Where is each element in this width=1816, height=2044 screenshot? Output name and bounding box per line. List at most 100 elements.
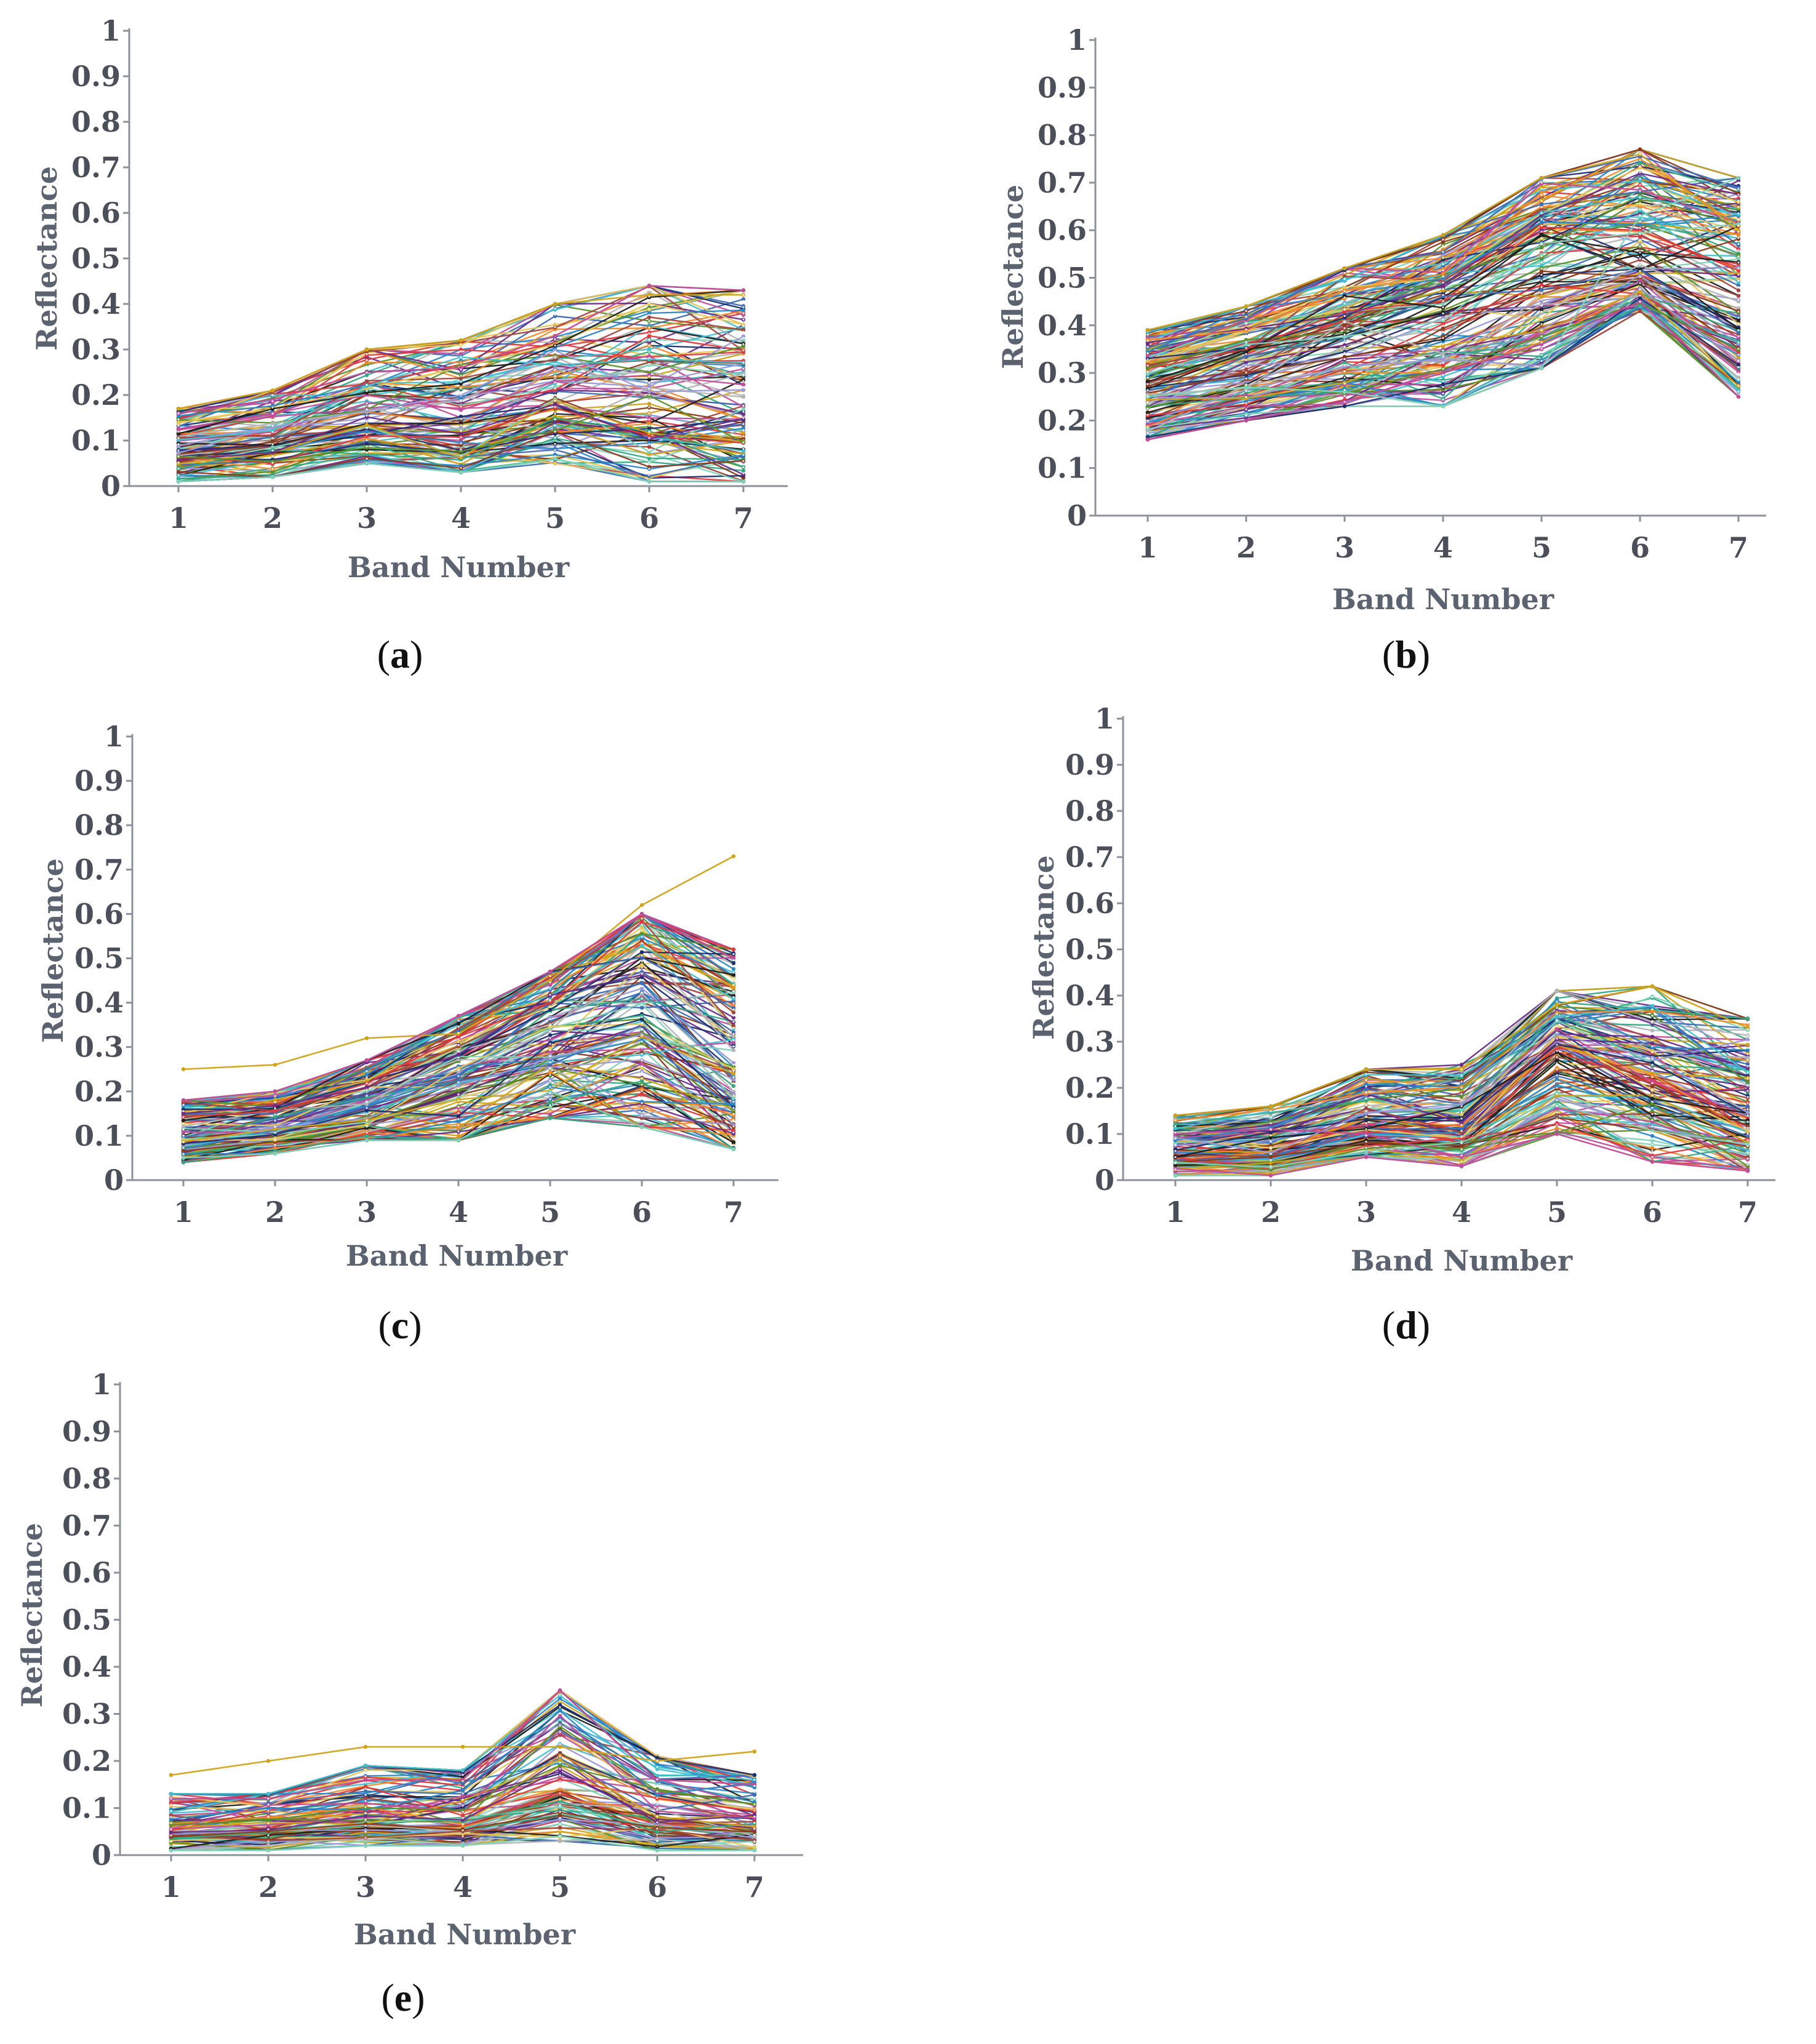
data-point bbox=[647, 456, 652, 461]
data-point bbox=[1244, 367, 1249, 372]
data-point bbox=[1736, 191, 1741, 196]
data-point bbox=[1539, 220, 1544, 224]
data-point bbox=[1736, 265, 1741, 270]
data-point bbox=[1268, 1104, 1273, 1109]
data-point bbox=[1441, 288, 1446, 293]
data-point bbox=[1539, 276, 1544, 281]
data-point bbox=[741, 334, 746, 338]
y-tick-label: 0.2 bbox=[71, 378, 121, 412]
y-axis-title: Reflectance bbox=[36, 858, 70, 1043]
data-point bbox=[553, 363, 558, 367]
data-point bbox=[270, 414, 275, 419]
y-tick-label: 0.3 bbox=[74, 1031, 124, 1064]
data-point bbox=[458, 376, 463, 380]
data-point bbox=[647, 474, 652, 479]
x-tick-label: 6 bbox=[639, 501, 659, 535]
y-tick-label: 0.4 bbox=[71, 287, 121, 321]
data-point bbox=[553, 322, 558, 327]
data-point bbox=[647, 330, 652, 335]
data-point bbox=[364, 461, 369, 466]
data-point bbox=[458, 408, 463, 412]
data-point bbox=[1364, 1106, 1369, 1111]
y-tick-label: 0.3 bbox=[71, 333, 121, 366]
data-point bbox=[1539, 298, 1544, 303]
data-point bbox=[1638, 267, 1642, 272]
data-point bbox=[548, 1112, 553, 1116]
data-point bbox=[1342, 322, 1347, 327]
y-tick-label: 0.5 bbox=[1038, 261, 1087, 295]
x-tick-label: 4 bbox=[1452, 1196, 1471, 1229]
data-point bbox=[176, 420, 181, 425]
data-point bbox=[1736, 185, 1741, 190]
data-point bbox=[1638, 279, 1642, 283]
data-point bbox=[1342, 309, 1347, 314]
data-point bbox=[1441, 322, 1446, 326]
data-point bbox=[741, 382, 746, 387]
y-tick-label: 0.9 bbox=[1065, 748, 1114, 781]
data-point bbox=[731, 967, 736, 971]
data-point bbox=[639, 1079, 644, 1084]
data-point bbox=[1554, 1132, 1559, 1136]
y-tick-label: 0.7 bbox=[1065, 840, 1114, 874]
data-point bbox=[1244, 354, 1249, 359]
data-point bbox=[1244, 316, 1249, 321]
data-point bbox=[741, 454, 746, 458]
data-point bbox=[273, 1104, 278, 1108]
data-point bbox=[364, 1036, 369, 1040]
data-point bbox=[1342, 266, 1347, 271]
data-point bbox=[1145, 410, 1150, 415]
data-point bbox=[741, 412, 746, 416]
data-point bbox=[1638, 303, 1642, 308]
data-point bbox=[1145, 437, 1150, 442]
data-point bbox=[1745, 1042, 1750, 1047]
data-point bbox=[1539, 354, 1544, 359]
data-point bbox=[731, 1084, 736, 1088]
data-point bbox=[176, 469, 181, 474]
data-point bbox=[1441, 404, 1446, 409]
data-point bbox=[1736, 388, 1741, 393]
data-point bbox=[1244, 360, 1249, 364]
data-point bbox=[1638, 178, 1642, 183]
data-point bbox=[270, 450, 275, 455]
data-point bbox=[548, 1033, 553, 1037]
data-point bbox=[639, 1125, 644, 1129]
data-point bbox=[1342, 370, 1347, 375]
data-point bbox=[1638, 161, 1642, 165]
y-tick-label: 0.9 bbox=[74, 764, 124, 797]
data-point bbox=[741, 472, 746, 477]
data-point bbox=[1342, 360, 1347, 365]
data-point bbox=[1736, 280, 1741, 285]
data-point bbox=[647, 385, 652, 389]
data-point bbox=[1650, 1159, 1655, 1164]
panel-caption: (c) bbox=[378, 1303, 422, 1347]
data-point bbox=[731, 960, 736, 965]
data-point bbox=[1539, 225, 1544, 230]
data-point bbox=[741, 468, 746, 473]
data-point bbox=[1638, 198, 1642, 203]
data-point bbox=[181, 1130, 186, 1135]
data-point bbox=[364, 415, 369, 419]
y-tick-label: 0.1 bbox=[74, 1119, 124, 1152]
y-tick-label: 0.4 bbox=[1038, 309, 1087, 342]
data-point bbox=[364, 378, 369, 383]
y-tick-label: 0 bbox=[101, 469, 121, 503]
data-point bbox=[548, 969, 553, 974]
x-tick-label: 4 bbox=[449, 1196, 468, 1229]
data-point bbox=[647, 290, 652, 294]
data-point bbox=[1244, 312, 1249, 317]
data-point bbox=[458, 393, 463, 397]
data-point bbox=[1736, 370, 1741, 374]
data-point bbox=[553, 385, 558, 389]
data-point bbox=[456, 1014, 461, 1018]
y-tick-label: 0.1 bbox=[71, 424, 121, 457]
data-point bbox=[731, 1096, 736, 1100]
data-point bbox=[1736, 257, 1741, 261]
data-point bbox=[176, 479, 181, 484]
data-point bbox=[1244, 347, 1249, 352]
data-point bbox=[1650, 1028, 1655, 1033]
y-axis-title: Reflectance bbox=[996, 185, 1030, 369]
data-point bbox=[741, 322, 746, 327]
panel-caption: (d) bbox=[1382, 1303, 1430, 1347]
data-point bbox=[1441, 301, 1446, 306]
